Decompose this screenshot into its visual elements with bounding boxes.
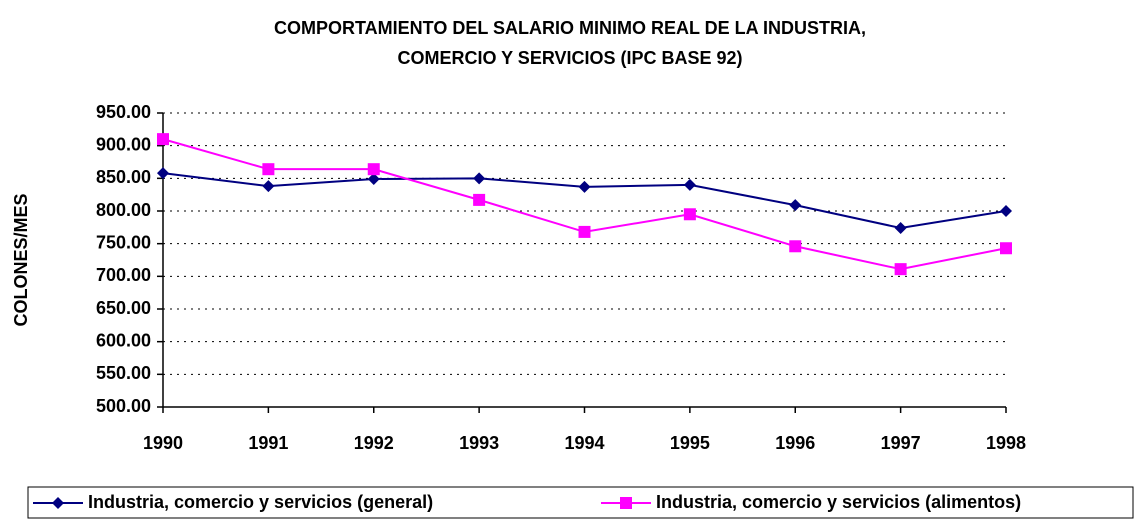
marker <box>894 263 907 276</box>
marker <box>52 497 64 509</box>
marker <box>1000 205 1012 217</box>
series-line <box>162 138 1007 271</box>
y-tick-label: 600.00 <box>96 330 151 350</box>
marker <box>578 180 591 193</box>
x-tick-label: 1991 <box>248 433 288 453</box>
marker <box>578 225 591 238</box>
y-tick-label: 500.00 <box>96 396 151 416</box>
y-tick-label: 800.00 <box>96 200 151 220</box>
x-tick-label: 1997 <box>881 433 921 453</box>
y-tick-label: 900.00 <box>96 134 151 154</box>
marker <box>473 172 486 185</box>
x-tick-label: 1998 <box>986 433 1026 453</box>
marker <box>157 167 169 180</box>
marker <box>683 178 696 191</box>
legend-label: Industria, comercio y servicios (aliment… <box>656 492 1021 512</box>
marker <box>157 133 169 146</box>
marker <box>620 497 632 509</box>
marker <box>262 163 275 176</box>
y-tick-label: 650.00 <box>96 298 151 318</box>
marker <box>789 240 802 253</box>
marker <box>789 199 802 212</box>
y-tick-label: 950.00 <box>96 102 151 122</box>
y-tick-label: 550.00 <box>96 363 151 383</box>
marker <box>367 163 380 176</box>
legend-box <box>27 486 1134 519</box>
x-tick-label: 1993 <box>459 433 499 453</box>
x-tick-label: 1994 <box>564 433 604 453</box>
y-tick-label: 850.00 <box>96 167 151 187</box>
marker <box>683 208 696 221</box>
chart-subtitle: COMERCIO Y SERVICIOS (IPC BASE 92) <box>397 48 742 68</box>
x-tick-label: 1995 <box>670 433 710 453</box>
x-tick-label: 1990 <box>143 433 183 453</box>
marker <box>473 193 486 206</box>
marker <box>367 172 380 185</box>
y-tick-label: 700.00 <box>96 265 151 285</box>
marker <box>894 221 907 234</box>
marker <box>262 180 275 193</box>
y-axis-label: COLONES/MES <box>11 193 31 326</box>
x-tick-label: 1992 <box>354 433 394 453</box>
y-tick-label: 750.00 <box>96 232 151 252</box>
chart-title: COMPORTAMIENTO DEL SALARIO MINIMO REAL D… <box>274 18 866 38</box>
legend-label: Industria, comercio y servicios (general… <box>88 492 433 512</box>
marker <box>1000 242 1012 255</box>
x-tick-label: 1996 <box>775 433 815 453</box>
